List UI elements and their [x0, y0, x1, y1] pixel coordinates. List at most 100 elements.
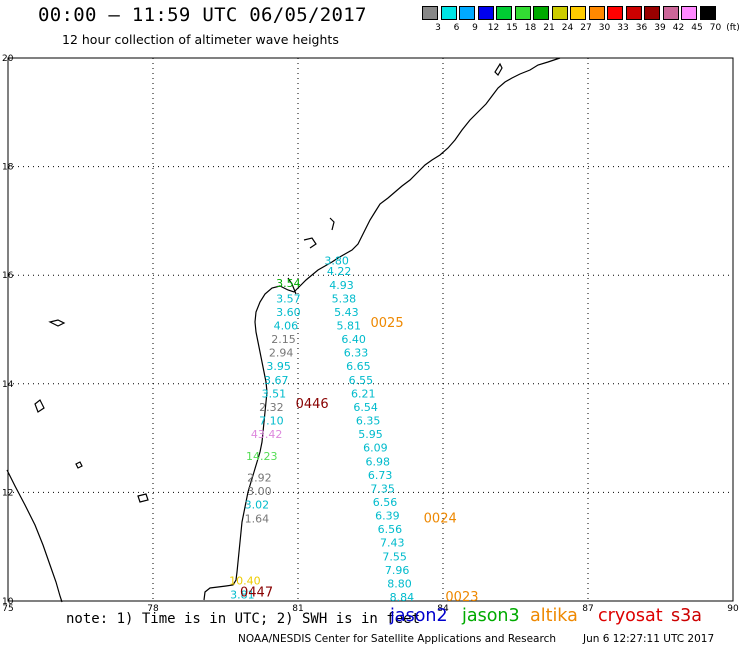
swh-value: 3.54	[276, 277, 301, 290]
color-swatch-3	[477, 6, 494, 20]
color-swatch-14	[681, 6, 697, 20]
swh-value: 43.42	[251, 428, 283, 441]
color-label: 6	[453, 23, 460, 33]
color-swatch-9	[588, 6, 605, 20]
color-swatch-4	[496, 6, 512, 20]
color-label: 36	[635, 23, 648, 33]
swh-value: 1.64	[245, 512, 270, 525]
lat-tick-label: 18	[2, 163, 14, 173]
coast-fragment-1	[329, 217, 335, 231]
color-swatch-5	[514, 6, 531, 20]
pass-label: 0023	[445, 590, 478, 605]
lat-tick-label: 12	[2, 488, 13, 498]
footnote: note: 1) Time is in UTC; 2) SWH is in fe…	[66, 611, 421, 627]
color-label: 45	[691, 23, 703, 33]
color-label: 24	[561, 23, 574, 33]
swh-value: 7.35	[370, 482, 395, 495]
color-label: 27	[580, 23, 592, 33]
lon-tick-label: 87	[582, 604, 593, 614]
color-swatch-12	[644, 6, 660, 20]
swh-value: 3.57	[276, 292, 301, 305]
color-swatch-6	[533, 6, 549, 20]
swh-value: 3.80	[324, 254, 349, 267]
swh-value: 6.73	[368, 469, 393, 482]
color-label: 18	[524, 23, 537, 33]
swh-value: 6.98	[366, 455, 391, 468]
swh-value: 10.40	[229, 575, 261, 588]
coast-fragment-2	[303, 237, 317, 249]
credit-text: NOAA/NESDIS Center for Satellite Applica…	[238, 633, 556, 645]
swh-value: 5.95	[358, 428, 383, 441]
lon-tick-label: 75	[2, 604, 13, 614]
swh-value: 6.40	[341, 333, 366, 346]
swh-value: 6.35	[356, 415, 381, 428]
swh-value: 4.22	[327, 265, 352, 278]
lat-tick-label: 10	[2, 597, 14, 607]
swh-value: 2.92	[247, 472, 272, 485]
swh-value: 6.33	[344, 347, 369, 360]
swh-value: 3.02	[245, 499, 270, 512]
color-label: 33	[617, 23, 629, 33]
color-label: 12	[487, 23, 500, 33]
lon-tick-label: 81	[292, 604, 303, 614]
swh-value: 3.95	[266, 360, 291, 373]
pass-label: 0025	[371, 316, 404, 331]
lon-tick-label: 78	[147, 604, 159, 614]
color-unit: (ft)	[726, 23, 740, 33]
swh-value: 6.56	[378, 523, 403, 536]
satellite-jason2: jason2	[390, 606, 448, 626]
map-border	[7, 57, 734, 602]
satellite-s3a: s3a	[671, 606, 702, 626]
lon-tick-label: 90	[727, 604, 739, 614]
pass-label: 0024	[424, 511, 457, 526]
swh-value: 4.93	[329, 279, 354, 292]
islet-4	[75, 461, 83, 469]
color-label: 39	[654, 23, 666, 33]
swh-value: 3.00	[247, 485, 272, 498]
india-east-coastline	[203, 57, 561, 601]
lon-tick-label: 84	[437, 604, 449, 614]
color-swatch-13	[662, 6, 679, 20]
coast-fragment-3	[287, 277, 297, 295]
pass-label: 0446	[296, 397, 329, 412]
satellite-altika: altika	[530, 606, 578, 626]
color-label: 9	[472, 23, 478, 33]
color-label: 30	[598, 23, 611, 33]
swh-value: 2.15	[271, 333, 296, 346]
color-swatch-7	[551, 6, 568, 20]
pass-labels: 0025 0446 0024 0447 0023	[240, 316, 479, 605]
color-label: 21	[543, 23, 555, 33]
swh-value: 4.06	[274, 320, 299, 333]
pass-label: 0447	[240, 586, 273, 601]
color-swatch-1	[440, 6, 457, 20]
swh-value: 6.54	[353, 401, 378, 414]
coastline	[6, 57, 561, 603]
color-label: 15	[506, 23, 518, 33]
color-label: 70	[709, 23, 722, 33]
swh-value: 14.23	[246, 450, 278, 463]
swh-value: 6.65	[346, 360, 371, 373]
lat-tick-label: 14	[2, 380, 14, 390]
axis-tick-labels: 75 78 81 84 87 90 20 18 16 14 12 10	[2, 54, 739, 614]
swh-value: 7.10	[259, 415, 284, 428]
timestamp-text: Jun 6 12:27:11 UTC 2017	[583, 633, 715, 645]
swh-value: 6.56	[373, 496, 398, 509]
color-swatch-10	[607, 6, 623, 20]
swh-value: 7.43	[380, 537, 405, 550]
swh-value: 5.81	[337, 320, 362, 333]
map-title: 00:00 – 11:59 UTC 06/05/2017	[38, 4, 367, 26]
islet-2	[34, 399, 45, 413]
lat-tick-label: 20	[2, 54, 14, 64]
swh-value: 3.51	[262, 387, 287, 400]
satellite-cryosat: cryosat	[598, 606, 663, 626]
swh-value: 6.21	[351, 387, 376, 400]
swh-value: 2.94	[269, 347, 294, 360]
color-label: 42	[672, 23, 685, 33]
swh-value: 3.60	[276, 306, 301, 319]
swh-value: 5.43	[334, 306, 359, 319]
lat-tick-label: 16	[2, 271, 14, 281]
color-swatch-2	[459, 6, 475, 20]
swh-value: 2.32	[259, 401, 284, 414]
islet-3	[137, 493, 149, 503]
